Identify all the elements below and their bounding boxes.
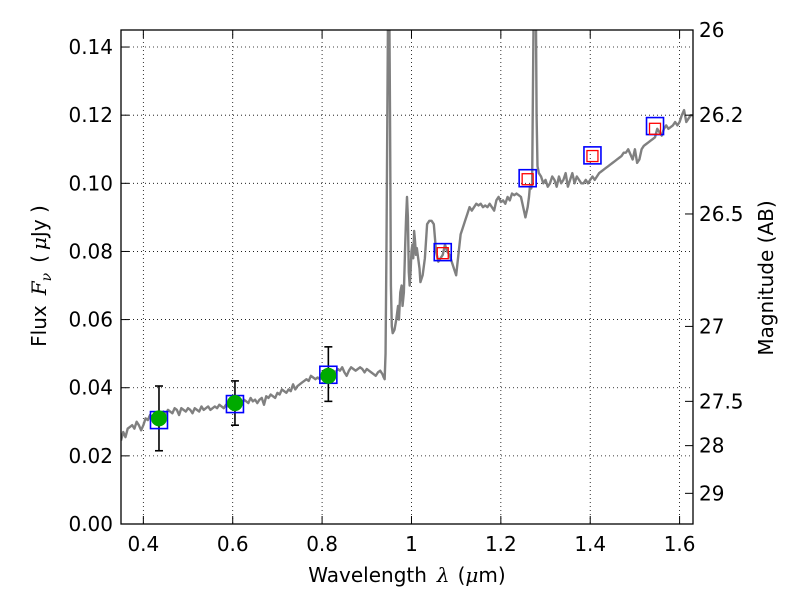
x-tick-label: 1.4 [574, 532, 606, 556]
markers-layer [149, 116, 665, 452]
y-tick-label: 0.00 [68, 512, 113, 536]
predicted-square [648, 122, 662, 135]
plot-frame [120, 29, 694, 525]
predicted-square [436, 247, 449, 260]
model-square [583, 146, 602, 165]
model-square [433, 242, 453, 262]
y-tick-label: 0.04 [68, 376, 113, 400]
ticks: 0.4 0.6 0.8 1 1.2 1.4 1.6 0.00 0.02 0.04 0.06 0.08 0… [68, 18, 743, 556]
y2-tick-label: 26.5 [699, 202, 744, 226]
observed-point [226, 395, 243, 412]
y-axis-label: FluxFν(μJy ) [27, 205, 55, 347]
y-tick-label: 0.02 [68, 444, 113, 468]
x-axis-label: Wavelength λ (μm) [308, 563, 505, 587]
y-tick-label: 0.06 [68, 308, 113, 332]
y2-tick-label: 27 [699, 314, 724, 338]
y-tick-label: 0.12 [68, 103, 113, 127]
observed-point [150, 410, 167, 427]
y2-axis-label: Magnitude (AB) [754, 200, 778, 355]
spectrum-line [121, 30, 693, 441]
x-tick-label: 1.6 [664, 532, 696, 556]
x-tick-label: 1 [405, 532, 418, 556]
predicted-square [521, 173, 534, 186]
y2-tick-label: 29 [699, 481, 724, 505]
y-tick-label: 0.10 [68, 171, 113, 195]
x-tick-label: 0.8 [306, 532, 338, 556]
spectrum-layer [121, 30, 693, 441]
y2-tick-label: 26.2 [699, 103, 744, 127]
x-tick-label: 1.2 [485, 532, 517, 556]
x-tick-label: 0.6 [217, 532, 249, 556]
y2-tick-label: 26 [699, 18, 724, 42]
y2-tick-label: 28 [699, 434, 724, 458]
predicted-square [586, 149, 599, 163]
y-tick-label: 0.08 [68, 239, 113, 263]
y-tick-label: 0.14 [68, 35, 113, 59]
model-square [518, 168, 537, 188]
observed-point [320, 367, 337, 384]
x-tick-label: 0.4 [127, 532, 159, 556]
y2-tick-label: 27.5 [699, 389, 744, 413]
